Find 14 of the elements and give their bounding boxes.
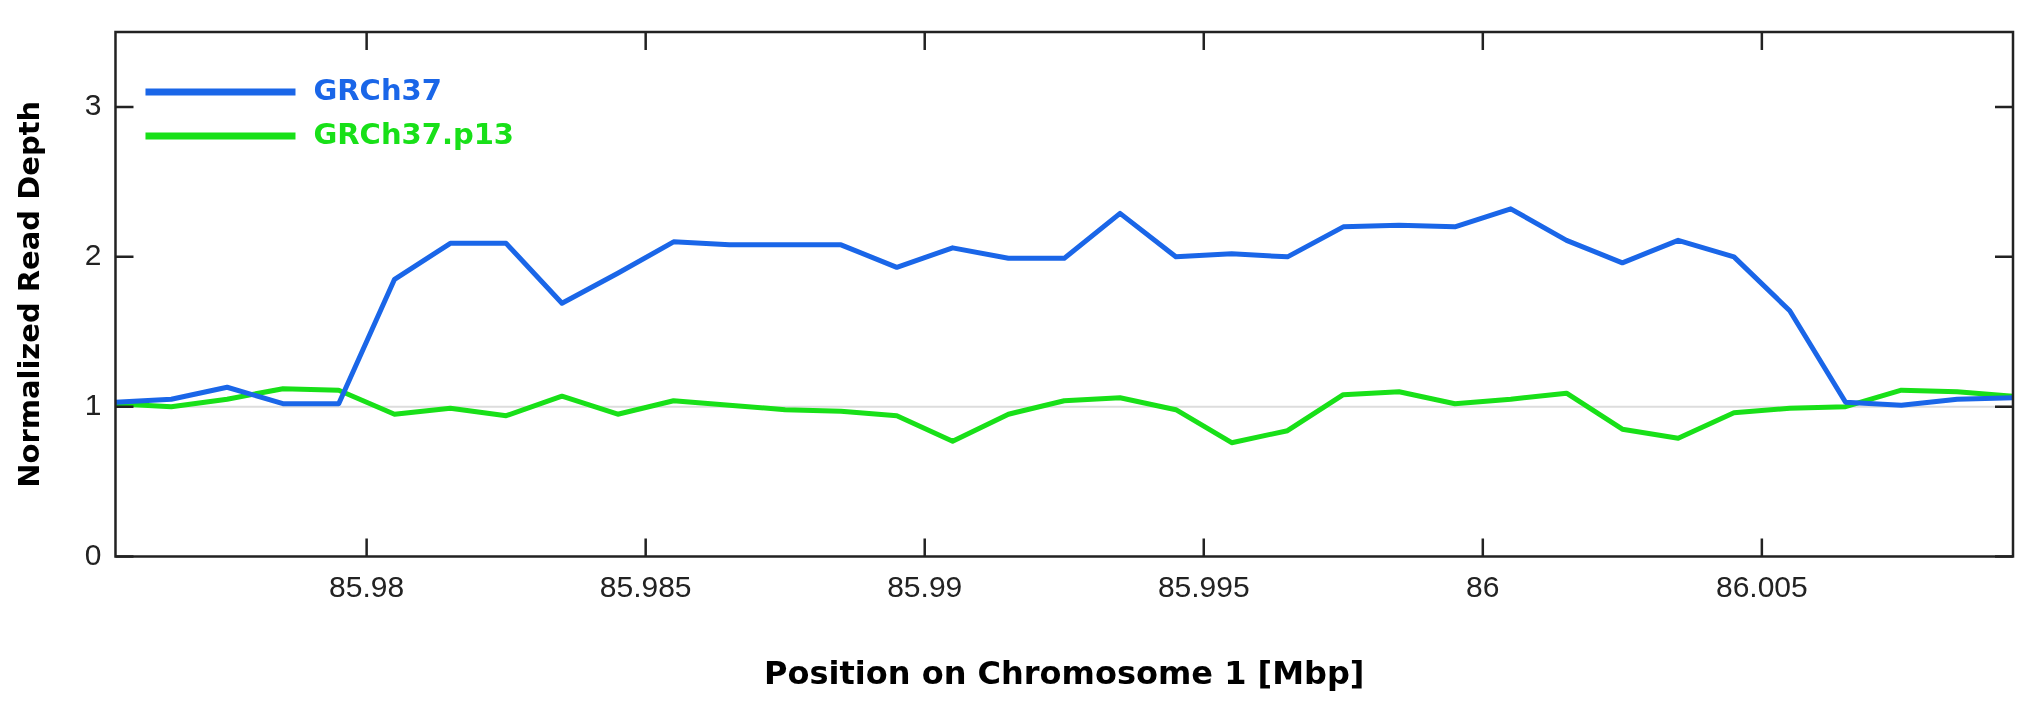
x-tick-label: 86 xyxy=(1466,569,1500,603)
x-tick-label: 85.98 xyxy=(329,569,405,603)
x-tick-label: 85.995 xyxy=(1157,569,1250,603)
text: GRCh37.p13 xyxy=(313,116,515,151)
y-tick-label: 1 xyxy=(84,387,102,421)
y-axis-title: Normalized Read Depth xyxy=(11,100,46,488)
x-tick-label: 86.005 xyxy=(1715,569,1808,603)
text: GRCh37 xyxy=(313,72,442,107)
x-tick-label: 85.99 xyxy=(887,569,963,603)
x-axis-title: Position on Chromosome 1 [Mbp] xyxy=(764,654,1365,693)
y-tick-label: 0 xyxy=(84,537,102,571)
x-tick-label: 85.985 xyxy=(599,569,692,603)
y-tick-label: 2 xyxy=(84,238,102,272)
y-tick-label: 3 xyxy=(84,88,102,122)
